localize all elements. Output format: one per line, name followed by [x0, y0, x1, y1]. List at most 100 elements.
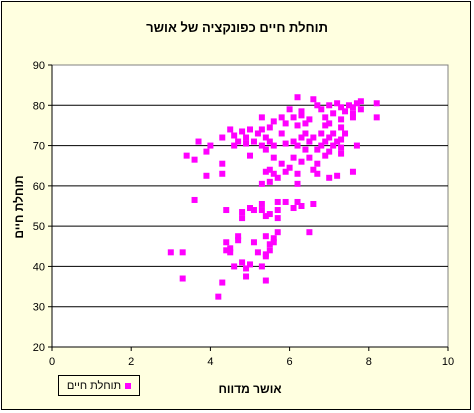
- data-point: [318, 106, 325, 113]
- data-point: [191, 196, 198, 203]
- data-point: [357, 98, 364, 105]
- data-point: [322, 138, 329, 145]
- legend: תוחלת חיים: [58, 375, 140, 396]
- data-point: [290, 138, 297, 145]
- data-point: [207, 142, 214, 149]
- data-point: [270, 239, 277, 246]
- data-point: [330, 142, 337, 149]
- data-point: [282, 140, 289, 147]
- data-point: [219, 134, 226, 141]
- data-point: [262, 146, 269, 153]
- data-point: [203, 172, 210, 179]
- data-point: [338, 136, 345, 143]
- data-point: [373, 100, 380, 107]
- data-point: [219, 170, 226, 177]
- data-point: [258, 142, 265, 149]
- x-tick-label: 0: [49, 356, 55, 368]
- data-point: [243, 140, 250, 147]
- data-point: [278, 130, 285, 137]
- x-axis-label: אושר מדווח: [218, 382, 282, 396]
- data-point: [247, 205, 253, 212]
- data-point: [274, 215, 281, 222]
- data-point: [262, 134, 269, 141]
- data-point: [314, 170, 321, 177]
- data-point: [349, 110, 356, 117]
- y-tick-label: 50: [33, 221, 45, 233]
- data-point: [231, 142, 238, 149]
- data-point: [262, 277, 269, 284]
- data-point: [262, 233, 269, 240]
- x-tick-label: 10: [442, 356, 454, 368]
- data-point: [215, 293, 222, 300]
- data-point: [330, 130, 337, 137]
- data-point: [258, 114, 265, 121]
- data-point: [322, 122, 329, 129]
- data-point: [227, 245, 234, 252]
- data-point: [270, 154, 277, 161]
- data-point: [286, 164, 293, 171]
- data-point: [286, 106, 293, 113]
- data-point: [353, 142, 360, 149]
- data-point: [262, 213, 269, 220]
- data-point: [294, 94, 301, 101]
- data-point: [282, 168, 289, 175]
- data-point: [227, 249, 234, 256]
- data-point: [298, 203, 305, 209]
- data-point: [290, 154, 297, 161]
- axes: [48, 64, 449, 351]
- data-point: [349, 168, 356, 175]
- data-point: [223, 239, 230, 246]
- y-tick-label: 30: [33, 302, 45, 314]
- data-point: [294, 198, 301, 205]
- data-point: [243, 265, 250, 272]
- data-point: [306, 229, 313, 236]
- data-point: [342, 130, 349, 137]
- data-point: [326, 148, 333, 155]
- data-point: [310, 134, 317, 141]
- data-point: [274, 198, 281, 205]
- data-points: [167, 94, 380, 300]
- data-point: [314, 102, 321, 109]
- data-point: [183, 152, 190, 159]
- data-point: [357, 106, 364, 113]
- data-point: [302, 120, 309, 127]
- data-point: [349, 104, 356, 111]
- data-point: [278, 114, 285, 121]
- chart-title: תוחלת חיים כפונקציה של אושר: [146, 20, 328, 35]
- data-point: [334, 100, 341, 107]
- data-point: [191, 156, 198, 163]
- y-tick-label: 20: [33, 342, 45, 354]
- data-point: [231, 263, 238, 270]
- data-point: [298, 134, 305, 141]
- data-point: [326, 174, 333, 181]
- data-point: [258, 263, 265, 270]
- x-tick-label: 8: [366, 356, 372, 368]
- data-point: [294, 142, 301, 149]
- data-point: [239, 215, 246, 222]
- y-tick-label: 90: [33, 60, 45, 72]
- data-point: [322, 114, 329, 121]
- data-point: [338, 144, 345, 151]
- data-point: [254, 130, 261, 137]
- data-point: [314, 146, 321, 153]
- data-point: [243, 273, 250, 280]
- data-point: [243, 134, 250, 141]
- data-point: [247, 152, 253, 159]
- data-point: [227, 126, 234, 133]
- data-point: [254, 249, 261, 256]
- data-point: [231, 132, 238, 139]
- data-point: [266, 178, 273, 185]
- data-point: [326, 102, 333, 109]
- x-tick-label: 2: [128, 356, 134, 368]
- data-point: [274, 174, 281, 181]
- data-point: [239, 259, 246, 266]
- y-tick-label: 40: [33, 261, 45, 273]
- data-point: [167, 249, 174, 256]
- data-point: [262, 168, 269, 175]
- data-point: [219, 160, 226, 167]
- data-point: [278, 160, 285, 167]
- data-point: [282, 120, 289, 127]
- data-point: [338, 124, 345, 131]
- data-point: [258, 207, 265, 214]
- data-point: [346, 102, 352, 109]
